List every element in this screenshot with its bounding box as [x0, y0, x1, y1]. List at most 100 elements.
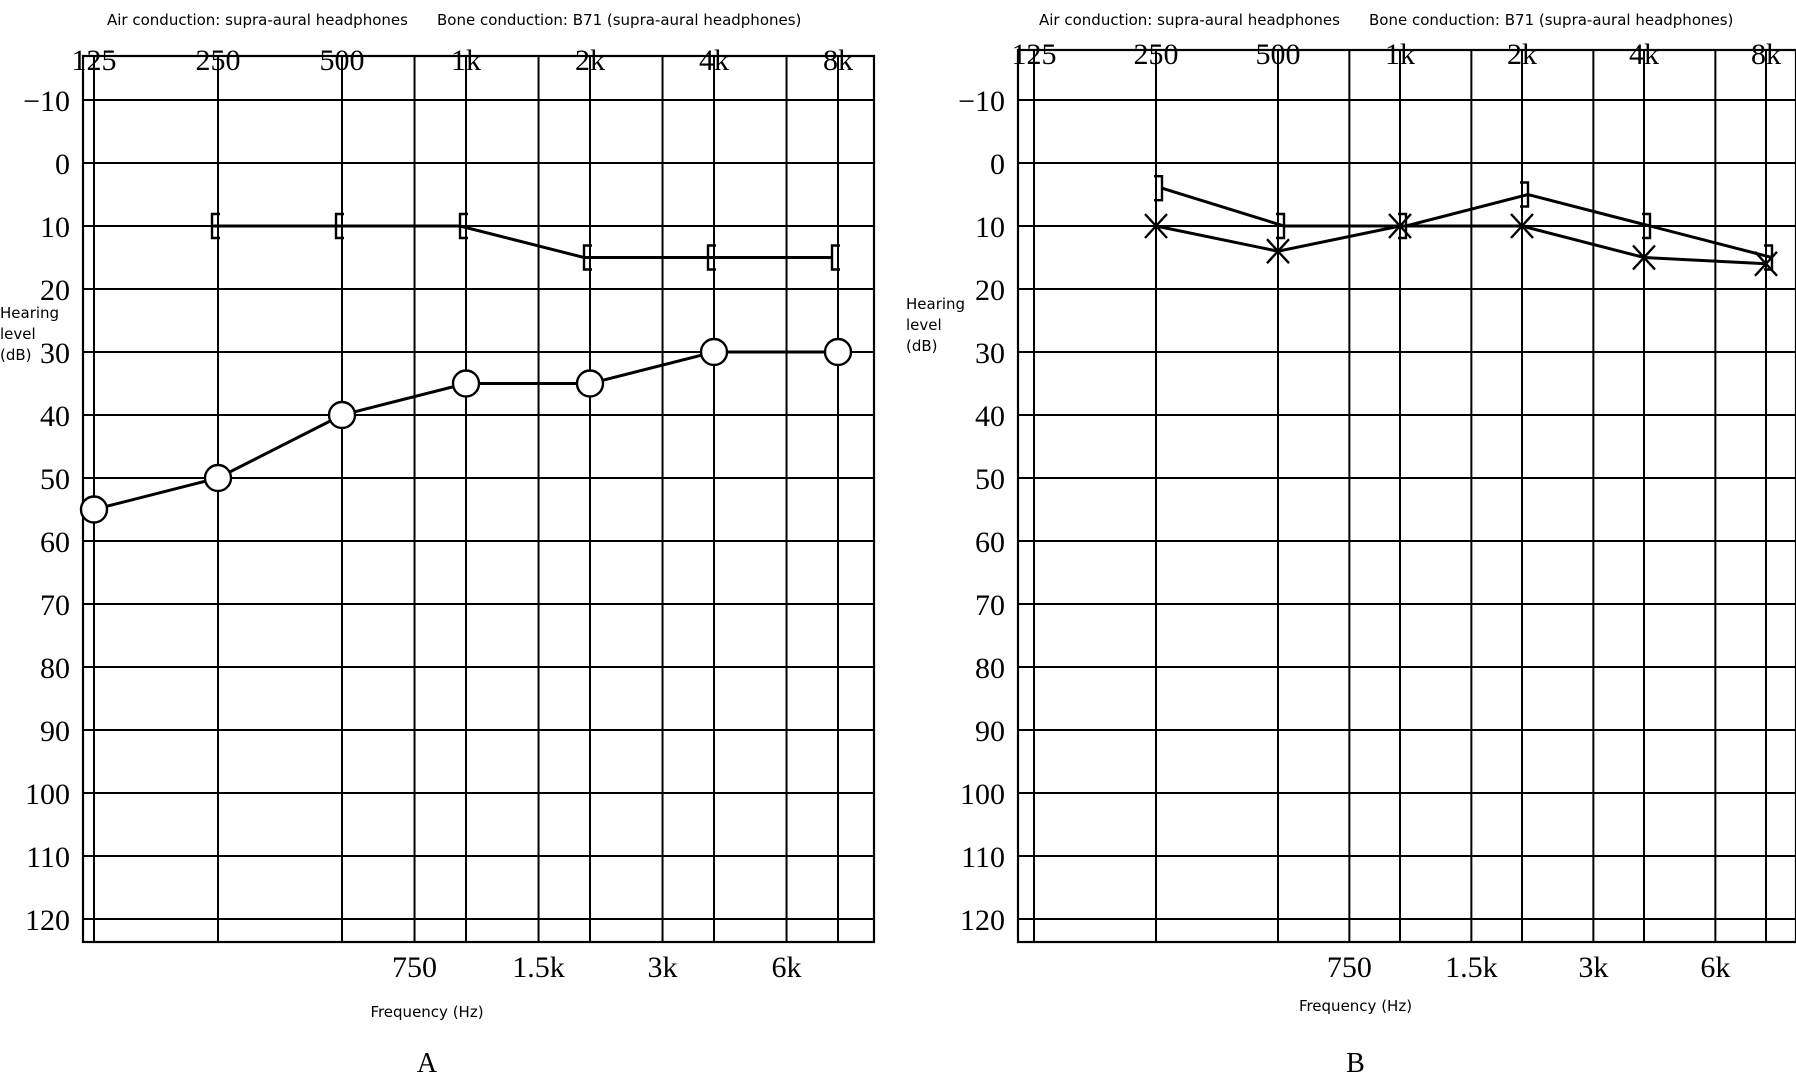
- x-top-tick-label: 2k: [575, 44, 605, 77]
- x-top-tick-label: 4k: [1629, 38, 1659, 71]
- y-axis-label: Hearing: [906, 295, 965, 313]
- plot-frame: [1016, 48, 1796, 944]
- y-tick-label: 110: [26, 841, 70, 874]
- data-point-circle: [79, 495, 109, 524]
- y-tick-label: 90: [975, 715, 1005, 748]
- data-point-cross: [1266, 238, 1290, 265]
- panel-label: B: [1346, 1048, 1365, 1076]
- y-tick-label: −10: [958, 85, 1005, 118]
- data-point-bracket: [334, 212, 344, 240]
- data-point-bracket: [1764, 244, 1774, 271]
- series-line: [1161, 186, 1773, 259]
- x-axis-label: Frequency (Hz): [1299, 997, 1412, 1015]
- y-tick-label: 80: [40, 652, 70, 685]
- y-tick-label: 100: [960, 778, 1005, 811]
- air-conduction-header: Air conduction: supra-aural headphones: [1039, 11, 1340, 29]
- y-tick-label: 70: [975, 589, 1005, 622]
- x-bottom-tick-label: 3k: [1578, 951, 1608, 984]
- data-point-cross: [1510, 213, 1534, 239]
- x-top-tick-label: 125: [72, 44, 117, 77]
- series-line: [212, 224, 832, 259]
- y-axis-label: (dB): [906, 337, 938, 355]
- plot-frame: [81, 54, 876, 944]
- bone-conduction-header: Bone conduction: B71 (supra-aural headph…: [1369, 11, 1733, 29]
- data-point-bracket: [1642, 212, 1652, 240]
- y-tick-label: 80: [975, 652, 1005, 685]
- x-top-tick-label: 1k: [451, 44, 481, 77]
- x-top-tick-label: 2k: [1507, 38, 1537, 71]
- data-point-cross: [1632, 244, 1656, 271]
- x-top-tick-label: 500: [320, 44, 365, 77]
- data-point-circle: [451, 369, 481, 398]
- y-tick-label: 120: [25, 904, 70, 937]
- x-top-tick-label: 500: [1256, 38, 1301, 71]
- data-point-bracket: [1154, 175, 1164, 202]
- y-tick-label: 110: [961, 841, 1005, 874]
- x-bottom-tick-label: 1.5k: [512, 951, 565, 984]
- data-point-bracket: [1398, 212, 1408, 240]
- y-tick-label: 20: [40, 274, 70, 307]
- y-axis-label: (dB): [0, 346, 32, 364]
- data-point-bracket: [210, 212, 220, 240]
- y-tick-label: 30: [40, 337, 70, 370]
- data-point-cross: [1754, 250, 1778, 277]
- x-top-tick-label: 125: [1012, 38, 1057, 71]
- x-top-tick-label: 4k: [699, 44, 729, 77]
- y-axis-label: Hearing: [0, 304, 59, 322]
- y-tick-label: 90: [40, 715, 70, 748]
- data-point-bracket: [582, 244, 592, 271]
- audiogram-panel-a: Air conduction: supra-aural headphones Bo…: [0, 11, 876, 1076]
- x-top-tick-label: 250: [196, 44, 241, 77]
- data-point-circle: [823, 337, 853, 367]
- x-top-tick-label: 8k: [823, 44, 853, 77]
- x-top-tick-label: 1k: [1385, 38, 1415, 71]
- y-tick-label: 60: [975, 526, 1005, 559]
- series-cross: [1144, 213, 1778, 277]
- x-bottom-tick-label: 750: [392, 951, 437, 984]
- air-conduction-header: Air conduction: supra-aural headphones: [107, 11, 408, 29]
- y-tick-label: −10: [23, 85, 70, 118]
- y-tick-label: 0: [990, 148, 1005, 181]
- y-axis-label: level: [0, 325, 36, 343]
- y-axis-label: level: [906, 316, 942, 334]
- series-bracket-left: [210, 212, 840, 271]
- x-axis-label: Frequency (Hz): [370, 1003, 483, 1021]
- x-top-tick-label: 250: [1134, 38, 1179, 71]
- data-point-bracket: [1520, 181, 1530, 208]
- y-tick-label: 100: [25, 778, 70, 811]
- data-point-bracket: [706, 244, 716, 271]
- y-tick-label: 70: [40, 589, 70, 622]
- data-point-circle: [575, 369, 605, 398]
- y-tick-label: 30: [975, 337, 1005, 370]
- y-tick-label: 50: [975, 463, 1005, 496]
- data-point-circle: [699, 337, 729, 367]
- data-point-circle: [203, 463, 233, 493]
- x-bottom-tick-label: 750: [1327, 951, 1372, 984]
- x-bottom-tick-label: 6k: [772, 951, 802, 984]
- series-bracket-right: [1154, 175, 1774, 271]
- data-point-bracket: [1276, 212, 1286, 240]
- data-point-circle: [327, 400, 357, 430]
- y-tick-label: 20: [975, 274, 1005, 307]
- y-tick-label: 40: [975, 400, 1005, 433]
- data-point-bracket: [458, 212, 468, 240]
- x-bottom-tick-label: 6k: [1700, 951, 1730, 984]
- series-line: [1155, 224, 1767, 266]
- y-tick-label: 40: [40, 400, 70, 433]
- y-tick-label: 50: [40, 463, 70, 496]
- audiogram-panel-b: Air conduction: supra-aural headphones Bo…: [906, 11, 1796, 1076]
- bone-conduction-header: Bone conduction: B71 (supra-aural headph…: [437, 11, 801, 29]
- x-top-tick-label: 8k: [1751, 38, 1781, 71]
- x-bottom-tick-label: 1.5k: [1445, 951, 1498, 984]
- y-tick-label: 0: [55, 148, 70, 181]
- y-tick-label: 10: [40, 211, 70, 244]
- y-tick-label: 10: [975, 211, 1005, 244]
- x-bottom-tick-label: 3k: [648, 951, 678, 984]
- data-point-bracket: [830, 244, 840, 271]
- series-circle: [79, 337, 853, 524]
- panel-label: A: [417, 1048, 438, 1076]
- y-tick-label: 60: [40, 526, 70, 559]
- data-point-cross: [1144, 213, 1168, 239]
- y-tick-label: 120: [960, 904, 1005, 937]
